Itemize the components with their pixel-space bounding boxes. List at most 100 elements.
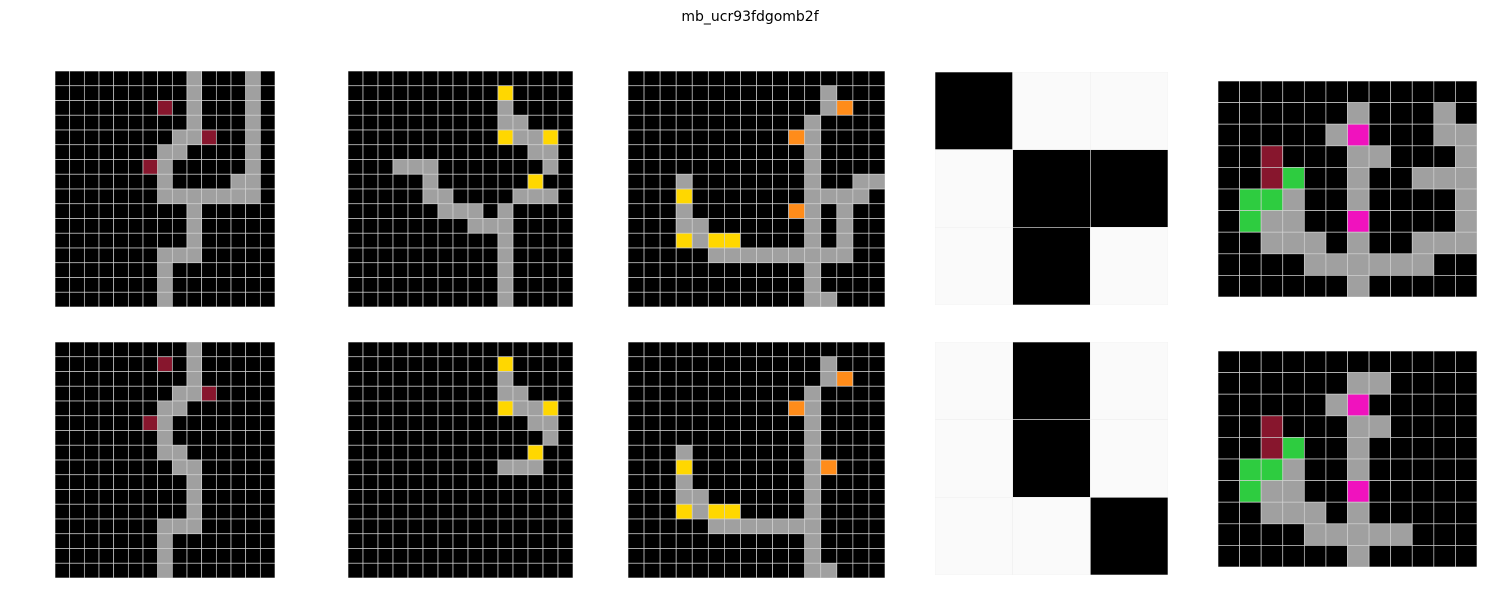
grid-cell	[628, 262, 645, 278]
grid-cell	[1325, 501, 1348, 525]
grid-cell	[756, 203, 773, 219]
grid-cell	[1411, 351, 1435, 373]
grid-cell	[201, 71, 217, 87]
grid-cell	[377, 71, 394, 87]
grid-cell	[836, 474, 854, 490]
grid-cell	[69, 385, 85, 402]
grid-cell	[69, 562, 85, 578]
grid-cell	[1368, 231, 1392, 255]
grid-cell	[230, 277, 247, 293]
grid-cell	[377, 203, 394, 219]
grid-cell	[467, 430, 484, 446]
grid-cell	[113, 144, 129, 160]
grid-cell	[1411, 480, 1435, 503]
grid-cell	[527, 159, 544, 175]
grid-cell	[377, 85, 394, 101]
grid-cell	[836, 173, 854, 190]
grid-cell	[259, 430, 275, 446]
grid-cell	[422, 85, 439, 101]
grid-cell	[659, 144, 677, 160]
grid-cell	[422, 247, 439, 264]
grid-cell	[804, 159, 822, 175]
grid-cell	[422, 144, 439, 160]
grid-cell	[527, 548, 544, 564]
grid-cell	[1260, 253, 1284, 276]
grid-cell	[1433, 501, 1456, 525]
grid-cell	[83, 533, 100, 549]
grid-cell	[113, 159, 129, 175]
grid-cell	[772, 114, 789, 131]
grid-cell	[852, 356, 870, 372]
grid-cell	[820, 503, 838, 520]
grid-cell	[512, 562, 529, 578]
grid-cell	[482, 430, 499, 446]
grid-cell	[98, 489, 115, 505]
grid-cell	[643, 533, 661, 549]
grid-cell	[1368, 167, 1392, 190]
grid-cell	[362, 100, 379, 116]
grid-cell	[1368, 415, 1392, 438]
grid-cell	[452, 400, 469, 417]
grid-cell	[1325, 253, 1348, 276]
grid-cell	[820, 385, 838, 402]
grid-cell	[407, 444, 424, 461]
grid-cell	[804, 415, 822, 431]
grid-cell	[628, 247, 645, 264]
grid-cell	[171, 144, 188, 160]
grid-cell	[482, 203, 499, 219]
grid-cell	[1347, 145, 1370, 168]
grid-cell	[1303, 231, 1327, 255]
grid-cell	[467, 247, 484, 264]
grid-cell	[201, 385, 217, 402]
grid-cell	[804, 173, 822, 190]
grid-cell	[542, 291, 559, 307]
grid-cell	[527, 277, 544, 293]
grid-cell	[437, 291, 454, 307]
grid-cell	[659, 385, 677, 402]
grid-cell	[467, 342, 484, 358]
grid-cell	[215, 100, 232, 116]
grid-cell	[362, 400, 379, 417]
grid-cell	[259, 371, 275, 387]
grid-cell	[557, 400, 573, 417]
grid-cell	[142, 518, 159, 535]
grid-cell	[628, 415, 645, 431]
grid-cell	[542, 444, 559, 461]
grid-cell	[836, 144, 854, 160]
grid-cell	[707, 533, 725, 549]
grid-cell	[1347, 545, 1370, 567]
grid-cell	[113, 342, 129, 358]
grid-cell	[215, 474, 232, 490]
grid-cell	[497, 129, 514, 146]
grid-cell	[527, 533, 544, 549]
grid-cell	[55, 356, 71, 372]
grid-cell	[437, 188, 454, 205]
grid-cell	[1390, 437, 1413, 460]
grid-cell	[527, 415, 544, 431]
grid-cell	[127, 85, 144, 101]
grid-cell	[788, 400, 806, 417]
grid-cell	[69, 114, 85, 131]
grid-cell	[1455, 275, 1477, 297]
grid-cell	[707, 430, 725, 446]
grid-cell	[852, 430, 870, 446]
grid-cell	[482, 71, 499, 87]
grid-cell	[643, 159, 661, 175]
grid-cell	[482, 459, 499, 476]
grid-cell	[1390, 545, 1413, 567]
grid-cell	[1239, 231, 1262, 255]
grid-cell	[868, 262, 885, 278]
grid-cell	[659, 459, 677, 476]
grid-cell	[740, 385, 757, 402]
grid-cell	[437, 71, 454, 87]
grid-cell	[69, 277, 85, 293]
grid-cell	[407, 71, 424, 87]
grid-cell	[691, 232, 709, 249]
grid-cell	[230, 262, 247, 278]
grid-cell	[55, 100, 71, 116]
grid-cell	[362, 371, 379, 387]
grid-cell	[362, 415, 379, 431]
grid-cell	[437, 562, 454, 578]
grid-cell	[230, 203, 247, 219]
grid-cell	[377, 430, 394, 446]
